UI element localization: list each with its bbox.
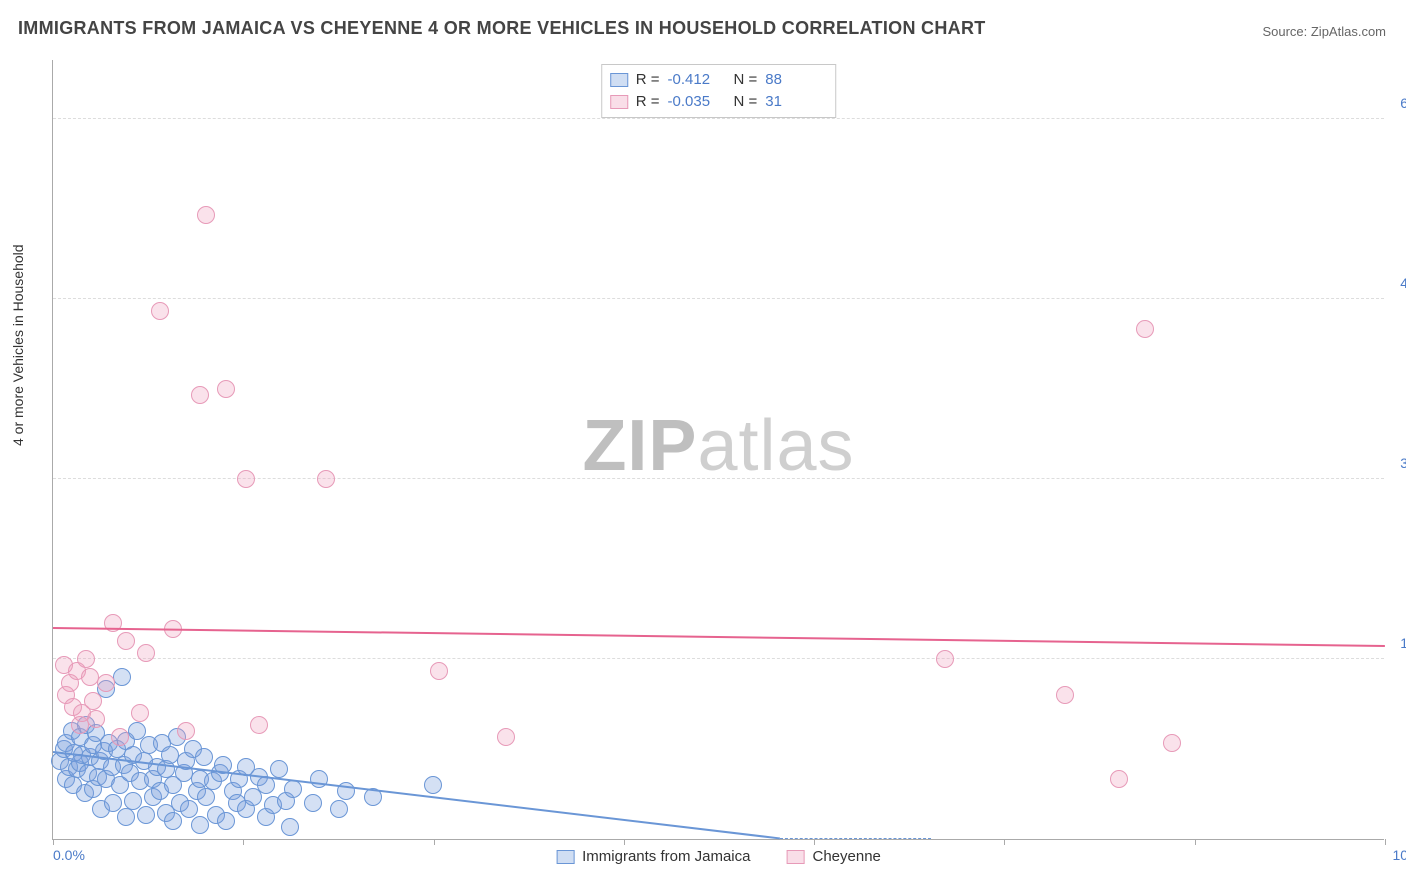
data-point-a: [124, 792, 142, 810]
data-point-b: [191, 386, 209, 404]
data-point-b: [197, 206, 215, 224]
legend-swatch-a: [610, 73, 628, 87]
y-tick-label: 30.0%: [1400, 455, 1406, 471]
data-point-a: [117, 808, 135, 826]
data-point-b: [137, 644, 155, 662]
gridline-h: [53, 658, 1384, 659]
x-tick-mark: [434, 839, 435, 845]
data-point-a: [217, 812, 235, 830]
y-axis-label: 4 or more Vehicles in Household: [10, 244, 26, 446]
data-point-b: [237, 470, 255, 488]
gridline-h: [53, 298, 1384, 299]
legend-n-value: 88: [765, 69, 823, 91]
legend-stats: R = -0.412 N = 88 R = -0.035 N = 31: [601, 64, 837, 118]
x-tick-mark: [53, 839, 54, 845]
data-point-a: [164, 812, 182, 830]
y-tick-label: 60.0%: [1400, 95, 1406, 111]
plot-area: ZIPatlas R =-0.412N =88R =-0.035N =31 0.…: [52, 60, 1384, 840]
legend-item-b: Cheyenne: [786, 848, 880, 865]
legend-n-label: N =: [734, 91, 758, 113]
legend-stats-row-a: R = -0.412 N = 88: [610, 69, 824, 91]
trend-line-b: [53, 627, 1385, 647]
data-point-a: [104, 794, 122, 812]
x-tick-last: 100.0%: [1393, 847, 1406, 863]
legend-series-name: Immigrants from Jamaica: [582, 848, 750, 865]
data-point-a: [137, 806, 155, 824]
source-text: Source: ZipAtlas.com: [1262, 24, 1386, 39]
gridline-h: [53, 118, 1384, 119]
data-point-b: [430, 662, 448, 680]
data-point-b: [111, 728, 129, 746]
watermark-bold: ZIP: [582, 405, 697, 485]
legend-r-label: R =: [636, 91, 660, 113]
data-point-b: [87, 710, 105, 728]
data-point-b: [1110, 770, 1128, 788]
data-point-b: [177, 722, 195, 740]
legend-swatch-b: [610, 95, 628, 109]
x-tick-mark: [624, 839, 625, 845]
data-point-b: [97, 674, 115, 692]
legend-n-value: 31: [765, 91, 823, 113]
x-tick-first: 0.0%: [53, 847, 85, 863]
legend-swatch-a: [556, 850, 574, 864]
x-tick-mark: [1004, 839, 1005, 845]
legend-series-name: Cheyenne: [812, 848, 880, 865]
data-point-a: [197, 788, 215, 806]
x-tick-mark: [243, 839, 244, 845]
data-point-b: [151, 302, 169, 320]
legend-bottom: Immigrants from Jamaica Cheyenne: [556, 848, 881, 865]
data-point-a: [281, 818, 299, 836]
y-tick-label: 15.0%: [1400, 635, 1406, 651]
data-point-b: [84, 692, 102, 710]
data-point-a: [330, 800, 348, 818]
watermark: ZIPatlas: [582, 404, 854, 486]
data-point-a: [304, 794, 322, 812]
data-point-b: [77, 650, 95, 668]
x-tick-mark: [1385, 839, 1386, 845]
legend-item-a: Immigrants from Jamaica: [556, 848, 750, 865]
data-point-a: [113, 668, 131, 686]
x-tick-mark: [1195, 839, 1196, 845]
data-point-a: [270, 760, 288, 778]
trend-line-a-dashed: [780, 838, 931, 839]
legend-r-value: -0.412: [668, 69, 726, 91]
data-point-b: [131, 704, 149, 722]
y-tick-label: 45.0%: [1400, 275, 1406, 291]
data-point-b: [1163, 734, 1181, 752]
legend-n-label: N =: [734, 69, 758, 91]
data-point-a: [424, 776, 442, 794]
legend-r-label: R =: [636, 69, 660, 91]
data-point-b: [1056, 686, 1074, 704]
data-point-b: [936, 650, 954, 668]
legend-r-value: -0.035: [668, 91, 726, 113]
x-tick-mark: [814, 839, 815, 845]
data-point-b: [497, 728, 515, 746]
data-point-b: [1136, 320, 1154, 338]
chart-title: IMMIGRANTS FROM JAMAICA VS CHEYENNE 4 OR…: [18, 18, 986, 39]
data-point-b: [317, 470, 335, 488]
data-point-a: [191, 816, 209, 834]
legend-swatch-b: [786, 850, 804, 864]
data-point-a: [195, 748, 213, 766]
legend-stats-row-b: R = -0.035 N = 31: [610, 91, 824, 113]
data-point-b: [117, 632, 135, 650]
data-point-b: [217, 380, 235, 398]
watermark-rest: atlas: [697, 405, 854, 485]
data-point-b: [250, 716, 268, 734]
